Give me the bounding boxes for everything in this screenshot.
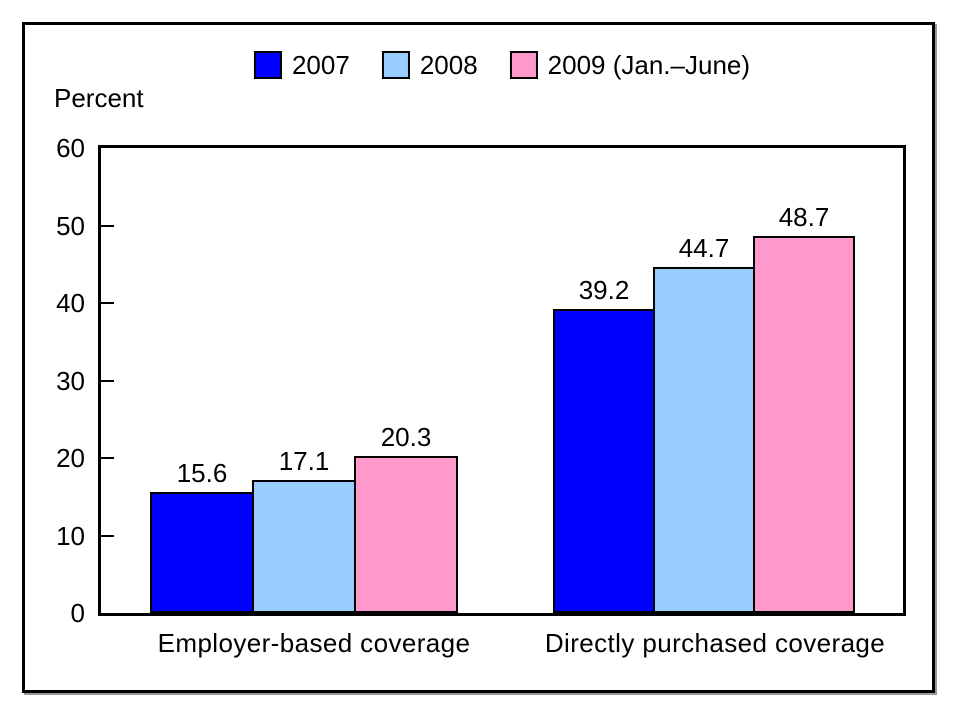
y-tick-mark-30 [101, 379, 114, 382]
category-label-directly-purchased: Directly purchased coverage [544, 628, 886, 658]
bar-2009-directly-purchased-coverage [753, 235, 855, 613]
bar-value-label: 15.6 [176, 458, 228, 489]
y-axis-title: Percent [54, 83, 144, 113]
y-tick-label-10: 10 [56, 520, 85, 551]
legend-swatch-2007 [253, 51, 282, 79]
y-tick-mark-20 [101, 457, 114, 459]
bar-slot: 20.3 [354, 423, 458, 613]
plot-area: 15.6 17.1 20.3 39.2 44.7 48.7 [98, 145, 906, 616]
y-tick-label-20: 20 [56, 443, 85, 473]
y-tick-mark-50 [101, 224, 114, 227]
legend: 2007 2008 2009 (Jan.–June) [253, 50, 751, 80]
bar-value-label: 39.2 [578, 275, 630, 306]
legend-label-2008: 2008 [419, 50, 478, 80]
bar-value-label: 20.3 [380, 421, 432, 452]
bar-slot: 48.7 [753, 203, 855, 613]
bar-slot: 17.1 [252, 447, 356, 613]
y-tick-label-0: 0 [70, 598, 85, 628]
y-tick-mark-10 [101, 534, 114, 537]
bar-2008-directly-purchased-coverage [653, 266, 755, 613]
legend-label-2007: 2007 [291, 50, 350, 80]
legend-item-2007: 2007 [253, 50, 350, 80]
legend-swatch-2008 [381, 51, 410, 79]
legend-item-2008: 2008 [381, 50, 478, 80]
bar-slot: 39.2 [553, 276, 655, 613]
bar-2008-employer-based-coverage [252, 480, 356, 613]
y-tick-label-30: 30 [56, 365, 85, 396]
bar-2007-employer-based-coverage [150, 492, 254, 613]
y-axis-tick-labels: 0 10 20 30 40 50 60 [25, 25, 932, 690]
bar-slot: 15.6 [150, 459, 254, 613]
bar-2009-employer-based-coverage [354, 455, 458, 613]
bar-slot: 44.7 [653, 234, 755, 613]
bar-value-label: 48.7 [778, 201, 830, 232]
category-label-employer-based: Employer-based coverage [157, 628, 471, 658]
bar-group-directly-purchased: 39.2 44.7 48.7 [553, 148, 855, 613]
y-tick-label-60: 60 [56, 133, 85, 163]
bar-value-label: 44.7 [678, 232, 730, 263]
y-tick-label-40: 40 [56, 288, 85, 318]
y-tick-mark-40 [101, 302, 114, 304]
chart-frame: 2007 2008 2009 (Jan.–June) Percent 0 10 20… [22, 22, 935, 693]
y-tick-label-50: 50 [56, 210, 85, 241]
bar-2007-directly-purchased-coverage [553, 309, 655, 613]
legend-item-2009: 2009 (Jan.–June) [509, 50, 751, 80]
bar-value-label: 17.1 [278, 446, 330, 477]
legend-swatch-2009 [509, 51, 538, 79]
legend-label-2009: 2009 (Jan.–June) [547, 50, 751, 80]
bar-group-employer-based: 15.6 17.1 20.3 [150, 148, 458, 613]
